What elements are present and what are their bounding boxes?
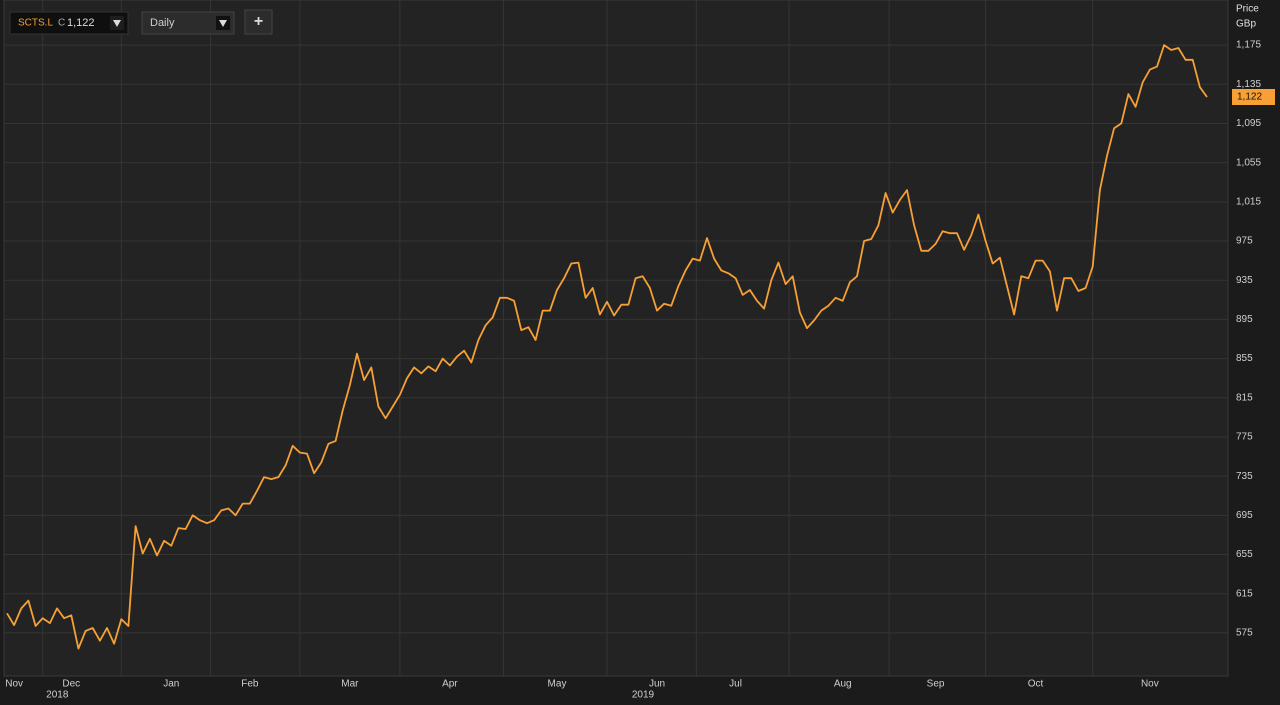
x-tick-label: Jan bbox=[163, 679, 179, 690]
x-year-label: 2019 bbox=[632, 690, 655, 701]
dropdown-arrow bbox=[219, 20, 227, 27]
last-price-badge bbox=[1232, 88, 1275, 105]
x-tick-label: Jun bbox=[649, 679, 665, 690]
x-tick-label: Mar bbox=[341, 679, 359, 690]
y-tick-label: 815 bbox=[1236, 392, 1253, 403]
y-tick-label: 615 bbox=[1236, 588, 1253, 599]
y-tick-label: 1,175 bbox=[1236, 40, 1261, 51]
y-tick-label: 1,135 bbox=[1236, 79, 1261, 90]
x-tick-label: Aug bbox=[834, 679, 852, 690]
x-tick-label: Nov bbox=[1141, 679, 1159, 690]
y-tick-label: 935 bbox=[1236, 275, 1253, 286]
symbol-box[interactable] bbox=[9, 11, 129, 35]
y-axis-title: Price bbox=[1236, 4, 1259, 15]
x-tick-label: May bbox=[548, 679, 567, 690]
y-tick-label: 735 bbox=[1236, 471, 1253, 482]
y-tick-label: 1,095 bbox=[1236, 118, 1261, 129]
y-tick-label: 855 bbox=[1236, 353, 1253, 364]
grid bbox=[4, 0, 1228, 676]
marks bbox=[6, 44, 1208, 650]
interval-select[interactable] bbox=[141, 11, 235, 35]
y-tick-label: 575 bbox=[1236, 628, 1253, 639]
price-line bbox=[6, 44, 1208, 650]
interval: Daily bbox=[150, 17, 175, 29]
y-tick-label: 695 bbox=[1236, 510, 1253, 521]
last-price-label: 1,122 bbox=[1237, 92, 1262, 103]
x-tick-label: Sep bbox=[927, 679, 945, 690]
plot-area bbox=[3, 0, 1229, 677]
x-tick-label: Oct bbox=[1028, 679, 1044, 690]
x-year-label: 2018 bbox=[46, 690, 69, 701]
y-tick-label: 655 bbox=[1236, 549, 1253, 560]
close-value: 1,122 bbox=[67, 17, 95, 29]
add-button-label: + bbox=[254, 13, 263, 30]
y-tick-label: 895 bbox=[1236, 314, 1253, 325]
x-tick-label: Jul bbox=[729, 679, 742, 690]
dropdown-arrow bbox=[113, 20, 121, 27]
x-tick-label: Apr bbox=[442, 679, 458, 690]
x-tick-label: Feb bbox=[241, 679, 259, 690]
y-tick-label: 775 bbox=[1236, 432, 1253, 443]
add-button[interactable] bbox=[244, 9, 273, 35]
y-tick-label: 975 bbox=[1236, 236, 1253, 247]
y-tick-label: 1,015 bbox=[1236, 196, 1261, 207]
y-tick-label: 1,055 bbox=[1236, 157, 1261, 168]
symbol: SCTS.L bbox=[18, 18, 53, 29]
y-axis-unit: GBp bbox=[1236, 19, 1256, 30]
x-tick-label: Nov bbox=[5, 679, 23, 690]
close-prefix: C bbox=[58, 18, 65, 29]
x-tick-label: Dec bbox=[62, 679, 80, 690]
